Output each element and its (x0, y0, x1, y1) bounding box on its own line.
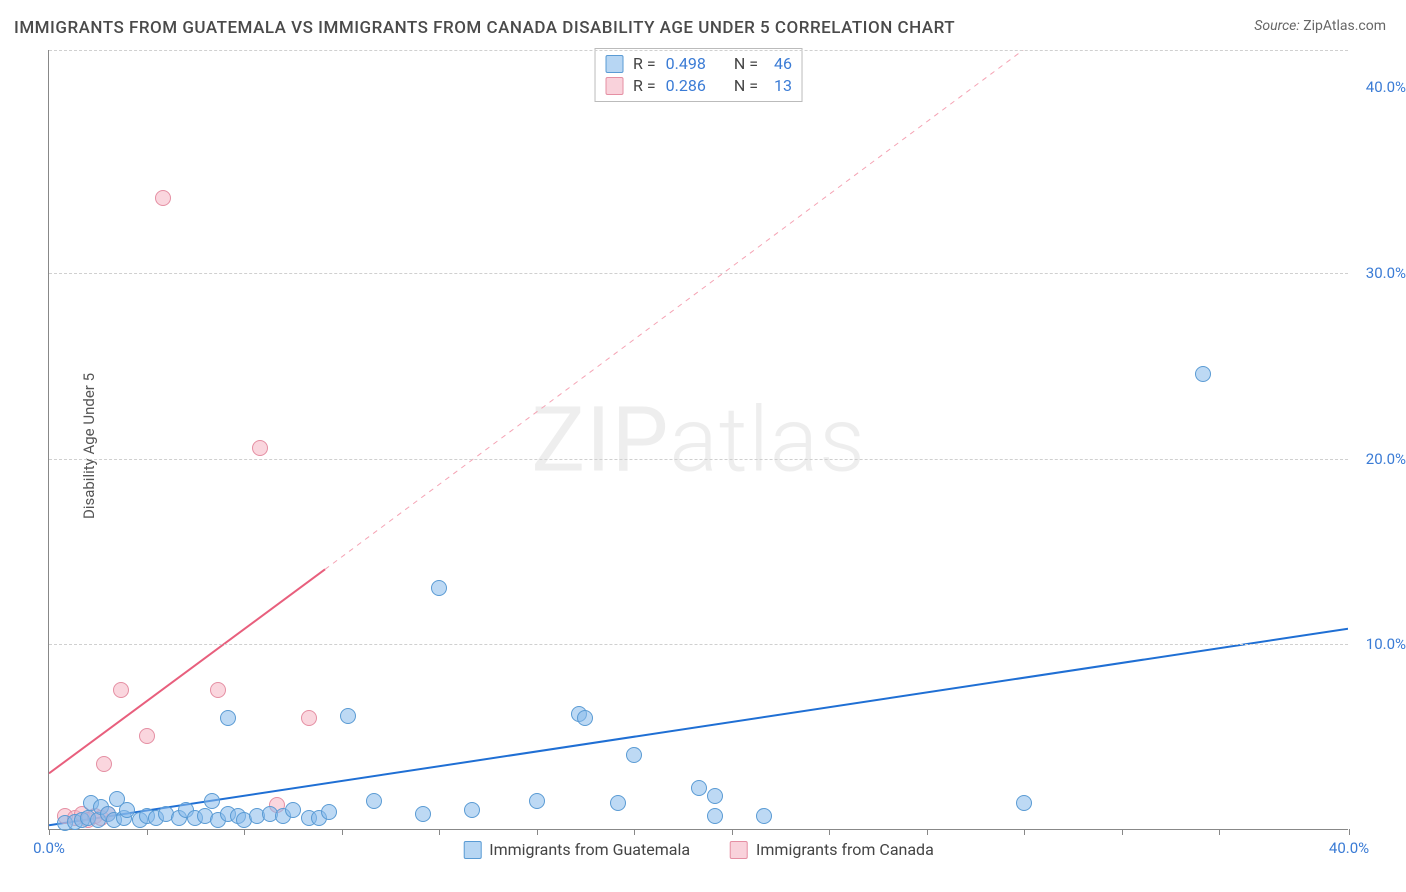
stats-row: R = 0.286 N = 13 (605, 75, 792, 97)
x-tick (49, 829, 50, 835)
x-tick-label: 40.0% (1329, 839, 1369, 857)
x-tick (1219, 829, 1220, 835)
data-point (431, 580, 447, 596)
stat-r-value: 0.286 (666, 75, 706, 97)
gridline (49, 459, 1348, 460)
x-tick (342, 829, 343, 835)
plot-area: ZIPatlas R =0.498N =46R =0.286N =13 Immi… (48, 50, 1348, 830)
x-tick (732, 829, 733, 835)
legend-label: Immigrants from Guatemala (489, 840, 690, 859)
stats-box: R = 0.498 N = 46 R = 0.286 N = 13 (594, 48, 803, 102)
data-point (301, 710, 317, 726)
data-point (113, 682, 129, 698)
y-tick-label: 30.0% (1366, 264, 1406, 282)
x-tick (244, 829, 245, 835)
data-point (321, 804, 337, 820)
swatch-blue (605, 55, 623, 73)
data-point (1195, 366, 1211, 382)
source: Source: ZipAtlas.com (1254, 18, 1386, 34)
legend-item: Immigrants from Canada (730, 840, 934, 859)
stat-n-value: 46 (768, 53, 792, 75)
x-tick (829, 829, 830, 835)
data-point (252, 440, 268, 456)
data-point (707, 788, 723, 804)
data-point (626, 747, 642, 763)
stat-n-value: 13 (768, 75, 792, 97)
x-tick (1122, 829, 1123, 835)
data-point (340, 708, 356, 724)
data-point (707, 808, 723, 824)
stat-r-value: 0.498 (666, 53, 706, 75)
data-point (139, 728, 155, 744)
x-tick (927, 829, 928, 835)
x-tick (1349, 829, 1350, 835)
legend-item: Immigrants from Guatemala (463, 840, 690, 859)
swatch-pink (730, 841, 748, 859)
stat-r-label: R = (633, 53, 656, 75)
x-tick (147, 829, 148, 835)
swatch-pink (605, 77, 623, 95)
data-point (691, 780, 707, 796)
data-point (285, 802, 301, 818)
y-tick-label: 10.0% (1366, 635, 1406, 653)
x-tick (1024, 829, 1025, 835)
data-point (155, 190, 171, 206)
stat-r-label: R = (633, 75, 656, 97)
data-point (756, 808, 772, 824)
chart-title: IMMIGRANTS FROM GUATEMALA VS IMMIGRANTS … (14, 18, 955, 38)
x-tick (634, 829, 635, 835)
stat-n-label: N = (734, 75, 758, 97)
y-tick-label: 20.0% (1366, 450, 1406, 468)
gridline (49, 644, 1348, 645)
data-point (610, 795, 626, 811)
source-label: Source: (1254, 18, 1299, 34)
data-point (529, 793, 545, 809)
legend: Immigrants from Guatemala Immigrants from… (463, 840, 934, 859)
x-tick-label: 0.0% (33, 839, 65, 857)
data-point (415, 806, 431, 822)
gridline (49, 50, 1348, 51)
swatch-blue (463, 841, 481, 859)
stats-row: R = 0.498 N = 46 (605, 53, 792, 75)
y-tick-label: 40.0% (1366, 78, 1406, 96)
data-point (577, 710, 593, 726)
trend-lines (49, 50, 1348, 829)
x-tick (537, 829, 538, 835)
data-point (210, 682, 226, 698)
data-point (464, 802, 480, 818)
watermark: ZIPatlas (531, 387, 865, 492)
data-point (1016, 795, 1032, 811)
source-value: ZipAtlas.com (1303, 18, 1386, 34)
data-point (204, 793, 220, 809)
data-point (366, 793, 382, 809)
legend-label: Immigrants from Canada (756, 840, 934, 859)
data-point (220, 710, 236, 726)
stat-n-label: N = (734, 53, 758, 75)
data-point (96, 756, 112, 772)
x-tick (439, 829, 440, 835)
gridline (49, 273, 1348, 274)
